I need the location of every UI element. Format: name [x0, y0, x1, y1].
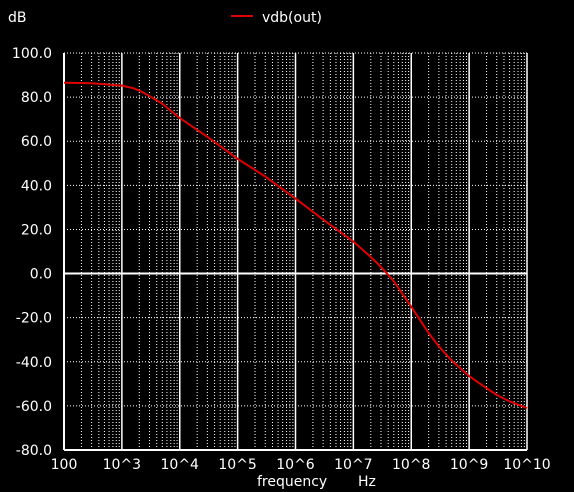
- x-tick-label: 100: [51, 457, 78, 473]
- y-tick-label: 80.0: [21, 90, 52, 106]
- y-tick-label: 0.0: [30, 267, 52, 283]
- y-tick-label: 100.0: [12, 46, 52, 62]
- y-tick-label: 20.0: [21, 222, 52, 238]
- y-tick-label: -20.0: [16, 311, 52, 327]
- x-tick-label: 10^4: [161, 457, 200, 473]
- y-tick-label: 40.0: [21, 178, 52, 194]
- y-tick-label: -40.0: [16, 355, 52, 371]
- x-axis-label: frequency: [257, 474, 327, 490]
- x-tick-label: 10^3: [103, 457, 141, 473]
- x-tick-label: 10^7: [334, 457, 372, 473]
- y-tick-label: -60.0: [16, 399, 52, 415]
- y-tick-label: -80.0: [16, 443, 52, 459]
- x-tick-labels: 100 10^3 10^4 10^5 10^6 10^7 10^8 10^9 10^10: [51, 457, 551, 473]
- y-tick-labels: 100.0 80.0 60.0 40.0 20.0 0.0 -20.0 -40.0 -60.0 -…: [12, 46, 52, 459]
- x-tick-label: 10^9: [450, 457, 488, 473]
- x-tick-label: 10^5: [218, 457, 256, 473]
- axes: [63, 53, 527, 451]
- x-tick-label: 10^10: [503, 457, 550, 473]
- series-line-vdb-out: [63, 81, 528, 410]
- x-tick-label: 10^8: [392, 457, 430, 473]
- legend: vdb(out): [231, 10, 322, 26]
- grid: [63, 52, 528, 451]
- x-axis-unit: Hz: [358, 474, 376, 490]
- series-lines: [63, 81, 528, 410]
- x-tick-label: 10^6: [276, 457, 315, 473]
- y-unit-label: dB: [8, 10, 27, 26]
- y-tick-label: 60.0: [21, 134, 52, 150]
- legend-label: vdb(out): [262, 10, 322, 26]
